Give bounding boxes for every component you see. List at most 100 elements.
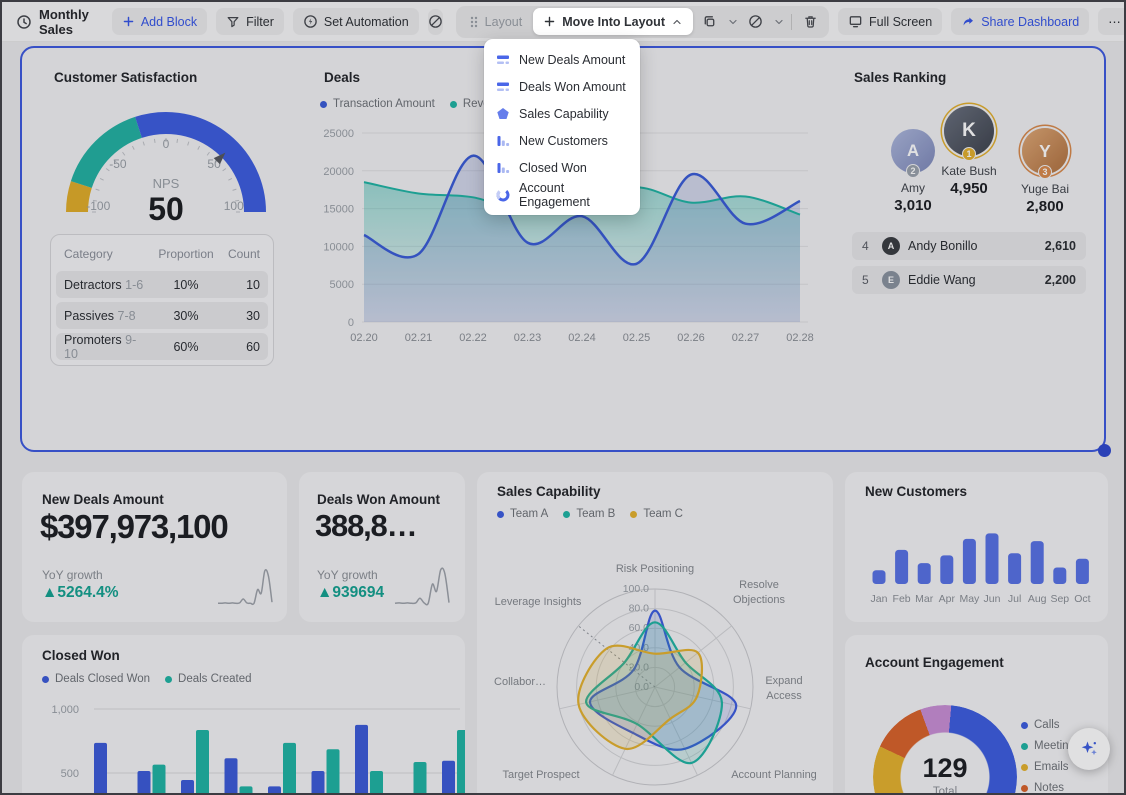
svg-text:02.28: 02.28 <box>786 332 814 344</box>
share-dashboard-button[interactable]: Share Dashboard <box>951 8 1090 35</box>
duplicate-button[interactable] <box>697 9 723 35</box>
engagement-legend: Calls Meetings Emails Notes <box>1021 719 1081 793</box>
automation-icon <box>303 14 318 29</box>
sales-ranking-title: Sales Ranking <box>854 70 947 85</box>
closed-won-legend: Deals Closed Won Deals Created <box>42 673 252 685</box>
closed-won-card[interactable]: 1,000 500 Closed Won Deals Closed Won Deal… <box>22 635 465 793</box>
svg-text:Mar: Mar <box>915 593 934 605</box>
plus-icon <box>122 15 135 28</box>
svg-text:02.21: 02.21 <box>405 332 433 344</box>
card-title: Sales Capability <box>497 484 601 499</box>
deals-won-amount-card[interactable]: Deals Won Amount 388,8… YoY growth ▲9396… <box>299 472 465 622</box>
menu-item-new-deals-amount[interactable]: New Deals Amount <box>489 46 635 73</box>
card-title: New Customers <box>865 484 968 499</box>
layout-toolbar-group: Layout Move Into Layout <box>455 5 829 38</box>
add-block-button[interactable]: Add Block <box>111 8 208 35</box>
table-row: Promoters 9-10 60% 60 <box>56 333 268 361</box>
svg-text:Risk Positioning: Risk Positioning <box>616 563 694 575</box>
new-customers-card[interactable]: New Customers Jan Feb Mar Apr May Jun Jul Aug Se… <box>845 472 1108 622</box>
radar-icon <box>496 107 510 121</box>
rank-badge: 3 <box>1038 165 1052 179</box>
svg-text:02.27: 02.27 <box>732 332 760 344</box>
chevron-down-icon[interactable] <box>727 16 739 28</box>
more-button[interactable]: ⋯ <box>1098 8 1124 35</box>
podium-entry: K 1 Kate Bush 4,950 <box>928 106 1010 197</box>
set-automation-button[interactable]: Set Automation <box>292 8 419 35</box>
engagement-donut-chart <box>873 705 1017 793</box>
layout-button[interactable]: Layout <box>461 15 530 29</box>
ranking-row: 4 A Andy Bonillo 2,610 <box>852 232 1086 260</box>
legend-dot <box>1021 784 1028 792</box>
page-title: Monthly Sales <box>39 6 89 37</box>
account-engagement-card[interactable]: Account Engagement 129 Total Calls Meetin… <box>845 635 1108 793</box>
theme-icon <box>428 14 443 29</box>
menu-item-deals-won-amount[interactable]: Deals Won Amount <box>489 73 635 100</box>
sparkline-chart <box>218 568 273 606</box>
menu-item-account-engagement[interactable]: Account Engagement <box>489 181 635 209</box>
svg-text:0.0: 0.0 <box>634 681 649 693</box>
svg-text:02.25: 02.25 <box>623 332 651 344</box>
growth-value: ▲939694 <box>317 584 385 601</box>
style-button[interactable] <box>743 9 769 35</box>
full-screen-button[interactable]: Full Screen <box>837 8 943 35</box>
legend-dot <box>42 675 49 683</box>
move-into-layout-menu: New Deals Amount Deals Won Amount Sales Ca… <box>484 39 640 215</box>
ranking-rows: 4 A Andy Bonillo 2,610 5 E Eddie Wang 2,200 <box>852 232 1086 300</box>
svg-text:Sep: Sep <box>1050 593 1069 605</box>
person-name: Kate Bush <box>941 164 997 178</box>
palette-icon <box>748 14 763 29</box>
menu-item-closed-won[interactable]: Closed Won <box>489 154 635 181</box>
person-value: 3,010 <box>894 197 932 214</box>
divider <box>790 13 792 30</box>
svg-text:Access: Access <box>766 690 802 702</box>
kpi-value: 388,8… <box>315 508 418 543</box>
svg-text:Resolve: Resolve <box>739 579 779 591</box>
person-value: 2,800 <box>1026 198 1064 215</box>
sales-capability-card[interactable]: Sales Capability Team A Team B Team C 0.0 2… <box>477 472 833 793</box>
svg-text:02.20: 02.20 <box>350 332 378 344</box>
deals-chart: 25000 20000 15000 10000 5000 0 02.20 02.21 02.22… <box>323 128 814 344</box>
chevron-down-icon[interactable] <box>773 16 785 28</box>
svg-text:50: 50 <box>148 191 184 227</box>
ai-assistant-button[interactable] <box>1068 728 1110 770</box>
deals-legend: Transaction AmountRevenue <box>320 98 509 110</box>
podium-entry: Y 3 Yuge Bai 2,800 <box>1004 128 1086 215</box>
growth-value: ▲5264.4% <box>42 584 119 601</box>
resize-handle[interactable] <box>1098 444 1111 457</box>
clock-icon <box>16 14 32 30</box>
rank-badge: 2 <box>906 164 920 178</box>
svg-text:Feb: Feb <box>893 593 911 605</box>
delete-button[interactable] <box>798 9 824 35</box>
legend-dot <box>1021 721 1028 729</box>
monitor-icon <box>848 14 863 29</box>
sales-capability-legend: Team A Team B Team C <box>497 508 683 520</box>
svg-text:-50: -50 <box>109 157 127 171</box>
legend-item: Team C <box>630 508 683 520</box>
plus-icon <box>543 15 556 28</box>
podium-entry: A 2 Amy 3,010 <box>872 129 954 214</box>
avatar: A <box>882 237 900 255</box>
legend-dot <box>630 510 638 518</box>
copy-icon <box>702 14 717 29</box>
menu-item-new-customers[interactable]: New Customers <box>489 127 635 154</box>
avatar: E <box>882 271 900 289</box>
new-deals-amount-card[interactable]: New Deals Amount $397,973,100 YoY growth… <box>22 472 287 622</box>
svg-text:Account Planning: Account Planning <box>731 769 817 781</box>
dashboard-title-group: Monthly Sales <box>16 7 89 37</box>
move-into-layout-button[interactable]: Move Into Layout <box>533 8 693 35</box>
theme-button[interactable] <box>427 8 443 35</box>
ranking-row: 5 E Eddie Wang 2,200 <box>852 266 1086 294</box>
person-name: Yuge Bai <box>1020 182 1070 196</box>
kpi-value: $397,973,100 <box>40 508 229 545</box>
svg-text:Aug: Aug <box>1028 593 1047 605</box>
card-title: New Deals Amount <box>42 492 164 507</box>
deals-title: Deals <box>324 70 361 85</box>
filter-icon <box>226 15 240 29</box>
filter-button[interactable]: Filter <box>216 8 284 35</box>
menu-item-sales-capability[interactable]: Sales Capability <box>489 100 635 127</box>
svg-text:Objections: Objections <box>733 594 785 606</box>
